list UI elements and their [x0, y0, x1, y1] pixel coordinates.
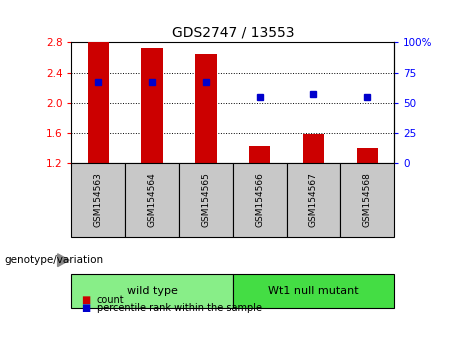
Text: wild type: wild type — [127, 286, 177, 296]
Bar — [303, 133, 324, 163]
Bar — [142, 48, 163, 163]
Title: GDS2747 / 13553: GDS2747 / 13553 — [171, 26, 294, 40]
Text: GSM154564: GSM154564 — [148, 173, 157, 227]
Text: ■: ■ — [81, 303, 90, 313]
Text: percentile rank within the sample: percentile rank within the sample — [97, 303, 262, 313]
Text: genotype/variation: genotype/variation — [5, 255, 104, 265]
Text: GSM154567: GSM154567 — [309, 172, 318, 228]
Text: GSM154565: GSM154565 — [201, 172, 210, 228]
Bar — [249, 146, 271, 163]
Text: GSM154566: GSM154566 — [255, 172, 264, 228]
Bar — [356, 148, 378, 163]
Bar — [195, 54, 217, 163]
Text: ■: ■ — [81, 295, 90, 305]
Text: GSM154563: GSM154563 — [94, 172, 103, 228]
Text: count: count — [97, 295, 124, 305]
Bar — [88, 42, 109, 163]
Text: GSM154568: GSM154568 — [363, 172, 372, 228]
Text: Wt1 null mutant: Wt1 null mutant — [268, 286, 359, 296]
